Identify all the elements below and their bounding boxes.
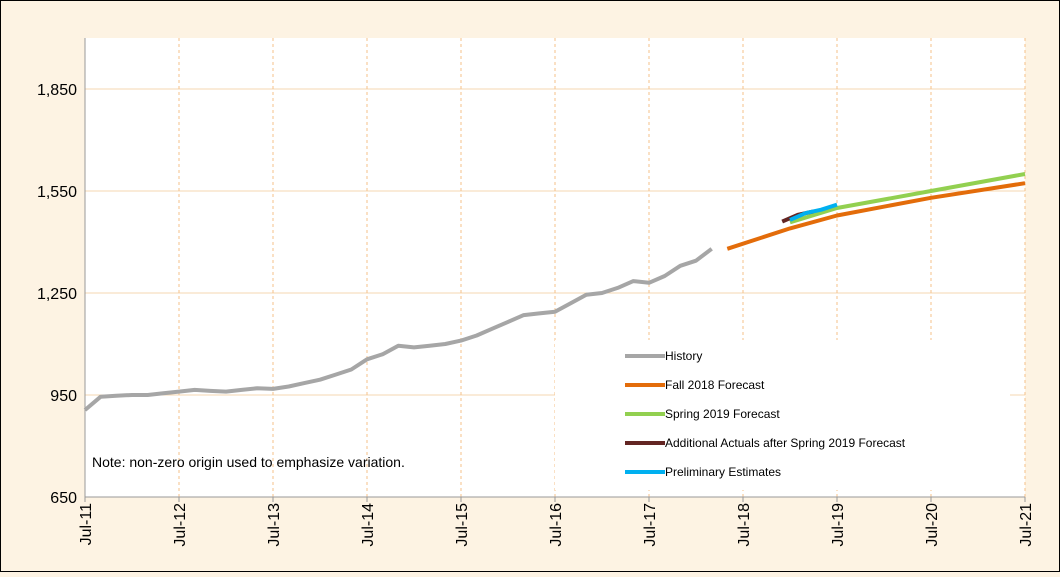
note: Note: non-zero origin used to emphasize … [92,454,405,470]
legend-box [555,340,1010,490]
x-tick-label: Jul-13 [266,503,283,547]
x-tick-label: Jul-17 [642,503,659,547]
legend-label: Spring 2019 Forecast [665,407,780,421]
x-tick-label: Jul-16 [548,503,565,547]
x-tick-label: Jul-20 [924,503,941,547]
y-tick-label: 1,250 [37,286,77,303]
series-line [726,181,1026,251]
x-tick-label: Jul-18 [736,503,753,547]
x-tick-label: Jul-12 [172,503,189,547]
y-tick-label: 1,550 [37,184,77,201]
legend-label: Fall 2018 Forecast [665,378,765,392]
y-tick-label: 650 [50,490,77,507]
series-line [789,202,838,222]
x-tick-label: Jul-11 [78,503,95,545]
legend-label: History [665,349,702,363]
series-line [789,172,1026,225]
legend-label: Preliminary Estimates [665,465,781,479]
y-tick-label: 1,850 [37,82,77,99]
x-tick-label: Jul-21 [1018,503,1035,547]
series-line [83,247,713,412]
x-tick-label: Jul-19 [830,503,847,547]
y-tick-label: 950 [50,388,77,405]
legend-label: Additional Actuals after Spring 2019 For… [665,436,906,450]
x-tick-label: Jul-14 [360,503,377,547]
x-tick-label: Jul-15 [454,503,471,547]
